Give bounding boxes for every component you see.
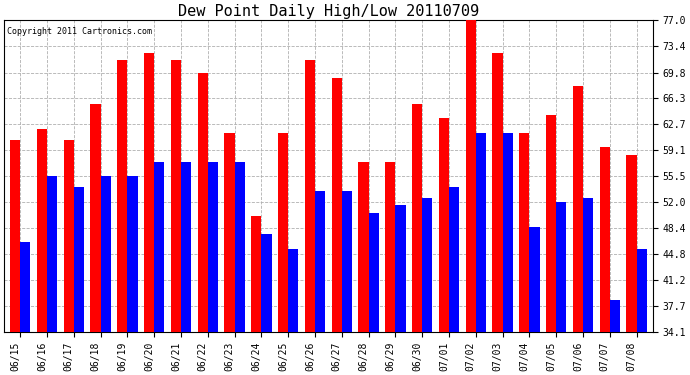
Bar — [251, 216, 262, 332]
Bar — [439, 118, 449, 332]
Bar — [288, 249, 298, 332]
Bar — [262, 234, 272, 332]
Bar — [342, 191, 352, 332]
Bar — [315, 191, 325, 332]
Bar — [368, 213, 379, 332]
Bar — [305, 60, 315, 332]
Bar — [128, 176, 137, 332]
Bar — [502, 133, 513, 332]
Bar — [278, 133, 288, 332]
Bar — [546, 115, 556, 332]
Bar — [449, 187, 459, 332]
Bar — [197, 73, 208, 332]
Bar — [422, 198, 433, 332]
Bar — [476, 133, 486, 332]
Bar — [556, 202, 566, 332]
Bar — [20, 242, 30, 332]
Bar — [412, 104, 422, 332]
Bar — [63, 140, 74, 332]
Bar — [155, 162, 164, 332]
Bar — [101, 176, 111, 332]
Bar — [90, 104, 101, 332]
Bar — [358, 162, 368, 332]
Bar — [519, 133, 529, 332]
Title: Dew Point Daily High/Low 20110709: Dew Point Daily High/Low 20110709 — [178, 4, 479, 19]
Bar — [181, 162, 191, 332]
Bar — [385, 162, 395, 332]
Bar — [583, 198, 593, 332]
Bar — [332, 78, 342, 332]
Bar — [224, 133, 235, 332]
Text: Copyright 2011 Cartronics.com: Copyright 2011 Cartronics.com — [8, 27, 152, 36]
Bar — [395, 206, 406, 332]
Bar — [600, 147, 610, 332]
Bar — [573, 86, 583, 332]
Bar — [610, 300, 620, 332]
Bar — [47, 176, 57, 332]
Bar — [117, 60, 128, 332]
Bar — [144, 53, 155, 332]
Bar — [37, 129, 47, 332]
Bar — [637, 249, 647, 332]
Bar — [10, 140, 20, 332]
Bar — [529, 227, 540, 332]
Bar — [235, 162, 245, 332]
Bar — [208, 162, 218, 332]
Bar — [493, 53, 502, 332]
Bar — [171, 60, 181, 332]
Bar — [74, 187, 84, 332]
Bar — [466, 20, 476, 332]
Bar — [627, 154, 637, 332]
